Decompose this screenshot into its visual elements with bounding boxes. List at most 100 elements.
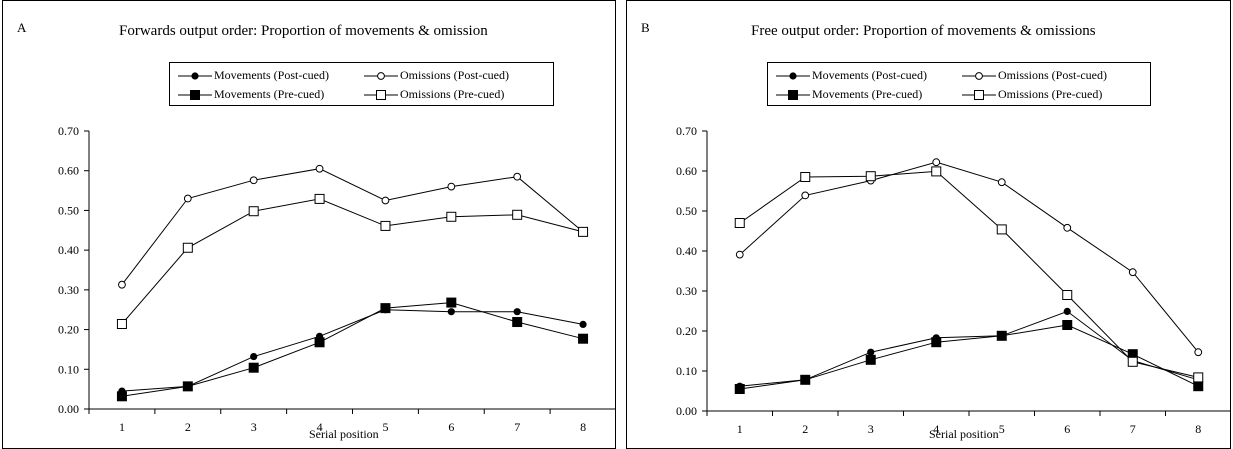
- data-point-omissions-post-cued: [447, 182, 456, 191]
- x-tick-label: 5: [382, 420, 388, 434]
- data-point-movements-pre-cued: [116, 391, 127, 402]
- data-point-omissions-post-cued: [381, 196, 390, 205]
- x-tick-label: 6: [448, 420, 454, 434]
- chart-title-a: Forwards output order: Proportion of mov…: [119, 23, 488, 39]
- data-point-movements-post-cued: [447, 308, 455, 316]
- data-point-movements-pre-cued: [865, 354, 876, 365]
- data-point-omissions-post-cued: [513, 172, 522, 181]
- data-point-movements-pre-cued: [1193, 381, 1204, 392]
- data-point-movements-pre-cued: [248, 362, 259, 373]
- data-point-omissions-pre-cued: [248, 206, 259, 217]
- x-tick-label: 1: [737, 422, 743, 436]
- data-point-omissions-post-cued: [249, 176, 258, 185]
- data-point-omissions-post-cued: [1063, 223, 1072, 232]
- x-tick-label: 1: [119, 420, 125, 434]
- data-point-omissions-pre-cued: [578, 226, 589, 237]
- data-point-omissions-post-cued: [997, 178, 1006, 187]
- legend-key-open-square: [364, 90, 398, 100]
- data-point-omissions-pre-cued: [996, 224, 1007, 235]
- data-point-movements-pre-cued: [578, 333, 589, 344]
- data-point-movements-pre-cued: [931, 337, 942, 348]
- legend-label: Movements (Post-cued): [812, 68, 927, 82]
- data-point-movements-pre-cued: [512, 317, 523, 328]
- data-point-omissions-pre-cued: [800, 172, 811, 182]
- x-tick-label: 2: [802, 422, 808, 436]
- x-axis-title-b: Serial position: [929, 427, 999, 441]
- x-tick-label: 2: [185, 420, 191, 434]
- panel-letter-a: A: [17, 20, 27, 35]
- data-point-movements-pre-cued: [734, 384, 745, 394]
- data-point-omissions-post-cued: [1128, 268, 1137, 277]
- chart-panel-b: 0.00 0.10 0.20 0.30 0.40 0.50 0.60 0.70 1 2 3 4 5 6 7 8…: [626, 0, 1231, 449]
- data-point-omissions-pre-cued: [116, 319, 127, 330]
- y-tick-label: 0.40: [676, 244, 697, 258]
- legend-key-open-square: [962, 90, 996, 100]
- x-tick-label: 6: [1064, 422, 1070, 436]
- data-point-movements-post-cued: [250, 352, 258, 361]
- y-tick-label: 0.10: [676, 364, 697, 378]
- data-point-movements-post-cued: [1063, 307, 1071, 315]
- legend-key-open-circle: [962, 72, 996, 80]
- y-tick-label: 0.50: [676, 204, 697, 218]
- data-point-omissions-pre-cued: [314, 193, 325, 204]
- series-line-omissions-pre-cued: [121, 198, 584, 325]
- data-point-omissions-post-cued: [735, 250, 744, 259]
- data-point-omissions-pre-cued: [182, 242, 193, 253]
- x-tick-label: 8: [1195, 422, 1201, 436]
- y-tick-label: 0.00: [676, 404, 697, 418]
- y-tick-label: 0.20: [676, 324, 697, 338]
- series-line-omissions-post-cued: [121, 168, 584, 286]
- data-point-omissions-post-cued: [118, 280, 126, 289]
- chart-a-plot: 0.00 0.10 0.20 0.30 0.40 0.50 0.60 0.70 1 2 3 4 5 6 7 8: [58, 124, 615, 434]
- series-line-movements-pre-cued: [121, 302, 584, 397]
- series-line-omissions-post-cued: [739, 161, 1199, 353]
- data-point-movements-pre-cued: [446, 297, 457, 308]
- data-point-movements-pre-cued: [1127, 349, 1138, 360]
- legend-key-filled-circle: [178, 72, 212, 80]
- y-tick-label: 0.50: [58, 203, 79, 217]
- data-point-omissions-pre-cued: [1127, 356, 1138, 367]
- series-line-movements-post-cued: [121, 309, 584, 392]
- x-tick-label: 4: [317, 420, 323, 434]
- legend-label: Omissions (Post-cued): [998, 68, 1107, 82]
- series-line-omissions-pre-cued: [739, 170, 1199, 378]
- data-point-movements-post-cued: [867, 348, 875, 356]
- data-point-omissions-pre-cued: [1062, 290, 1073, 300]
- x-tick-label: 4: [933, 422, 939, 436]
- chart-b-plot: 0.00 0.10 0.20 0.30 0.40 0.50 0.60 0.70 1 2 3 4 5 6 7 8: [676, 124, 1230, 436]
- y-tick-label: 0.60: [58, 164, 79, 178]
- y-tick-label: 0.30: [676, 284, 697, 298]
- data-point-movements-pre-cued: [1062, 320, 1073, 330]
- x-tick-label: 3: [251, 420, 257, 434]
- legend-key-filled-square: [178, 90, 212, 100]
- data-point-omissions-post-cued: [315, 164, 324, 173]
- legend-label: Movements (Post-cued): [214, 68, 329, 82]
- legend-label: Movements (Pre-cued): [812, 87, 923, 101]
- data-point-movements-pre-cued: [314, 337, 325, 348]
- data-point-omissions-post-cued: [183, 194, 192, 203]
- data-point-movements-pre-cued: [380, 303, 391, 314]
- data-point-movements-pre-cued: [996, 330, 1007, 341]
- data-point-omissions-post-cued: [1194, 348, 1203, 357]
- series-line-movements-pre-cued: [739, 324, 1199, 390]
- x-tick-label: 3: [868, 422, 874, 436]
- data-point-omissions-post-cued: [932, 158, 941, 167]
- series-line-movements-post-cued: [739, 310, 1199, 387]
- data-point-movements-pre-cued: [800, 374, 811, 385]
- data-point-omissions-pre-cued: [446, 211, 457, 222]
- data-point-omissions-pre-cued: [1193, 372, 1204, 383]
- data-point-movements-pre-cued: [182, 381, 193, 392]
- data-point-omissions-pre-cued: [931, 166, 942, 177]
- x-tick-label: 8: [580, 420, 586, 434]
- data-point-movements-post-cued: [579, 320, 587, 329]
- x-tick-label: 7: [514, 420, 520, 434]
- y-tick-label: 0.70: [58, 124, 79, 138]
- y-tick-label: 0.70: [676, 124, 697, 138]
- data-point-omissions-post-cued: [801, 191, 810, 200]
- y-tick-label: 0.60: [676, 164, 697, 178]
- y-tick-label: 0.10: [58, 362, 79, 376]
- legend-b: Movements (Post-cued) Omissions (Post-cu…: [767, 62, 1151, 106]
- legend-key-filled-circle: [776, 72, 810, 80]
- data-point-omissions-pre-cued: [380, 220, 391, 231]
- legend-key-open-circle: [364, 72, 398, 80]
